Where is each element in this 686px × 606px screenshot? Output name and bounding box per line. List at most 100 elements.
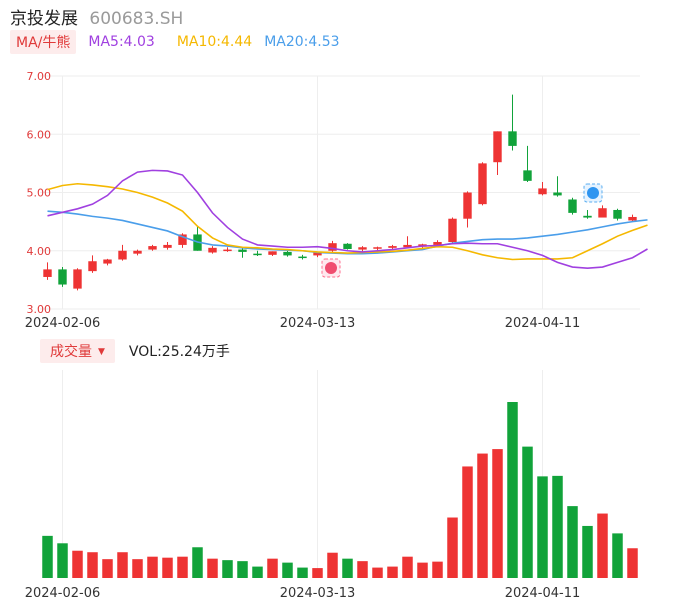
volume-bar	[522, 446, 533, 578]
x-tick-label: 2024-03-13	[280, 586, 356, 601]
candle-body	[463, 192, 472, 219]
candle-body	[178, 234, 187, 245]
candle-body	[343, 243, 352, 250]
y-tick-label: 5.00	[27, 187, 52, 200]
candle-body	[358, 247, 367, 250]
ma10-line	[47, 182, 648, 261]
volume-bar	[207, 558, 218, 578]
candle-body	[478, 163, 487, 205]
bear-marker-dot	[587, 187, 599, 199]
volume-bar	[537, 476, 548, 578]
volume-bar	[417, 562, 428, 578]
volume-bar	[402, 556, 413, 578]
ma-legend: MA/牛熊 MA5:4.03 MA10:4.44 MA20:4.53	[10, 30, 340, 54]
volume-bar	[237, 561, 248, 578]
candle-body	[448, 218, 457, 243]
volume-bar	[102, 559, 113, 578]
ma5-line	[47, 169, 648, 270]
candle-body	[613, 209, 622, 219]
candle-body	[493, 131, 502, 163]
candle-body	[283, 251, 292, 256]
x-tick-label: 2024-03-13	[280, 316, 356, 331]
volume-bar	[387, 566, 398, 578]
stock-name: 京投发展	[10, 9, 78, 29]
candle-body	[433, 242, 442, 245]
stock-code: 600683.SH	[89, 9, 184, 29]
candle-body	[583, 215, 592, 218]
candle-body	[208, 247, 217, 253]
volume-bar	[252, 566, 263, 578]
volume-bar	[282, 562, 293, 578]
candle-body	[58, 269, 67, 285]
volume-bar	[432, 561, 443, 578]
candle-body	[118, 250, 127, 260]
volume-bar	[342, 558, 353, 578]
y-tick-label: 3.00	[27, 303, 52, 316]
volume-bar	[267, 558, 278, 578]
candle-body	[298, 256, 307, 259]
ma5-label: MA5:4.03	[88, 34, 155, 50]
candle-body	[538, 188, 547, 195]
candle-body	[373, 247, 382, 249]
y-tick-label: 7.00	[27, 70, 52, 83]
volume-bar	[57, 543, 68, 578]
x-tick-label: 2024-02-06	[25, 316, 101, 331]
candle-body	[508, 131, 517, 146]
bull-marker-dot	[325, 262, 337, 274]
volume-bar	[357, 561, 368, 578]
candle-body	[223, 249, 232, 252]
candle-body	[568, 199, 577, 213]
candle-body	[73, 269, 82, 289]
y-tick-label: 6.00	[27, 128, 52, 141]
x-tick-label: 2024-04-11	[505, 316, 581, 331]
candle-body	[628, 216, 637, 221]
volume-value: VOL:25.24万手	[128, 344, 230, 360]
candle-body	[238, 249, 247, 252]
volume-bar	[87, 552, 98, 578]
volume-bar	[72, 550, 83, 578]
volume-bar	[447, 517, 458, 578]
volume-bar	[582, 525, 593, 578]
candle-body	[268, 251, 277, 255]
volume-legend: 成交量 ▼ VOL:25.24万手	[40, 339, 230, 363]
volume-bar	[327, 552, 338, 578]
ma20-label: MA20:4.53	[264, 34, 340, 50]
volume-bar	[147, 556, 158, 578]
bear-marker-icon	[583, 183, 603, 203]
ma10-label: MA10:4.44	[176, 34, 253, 50]
ma-indicator-tag[interactable]: MA/牛熊	[10, 30, 77, 54]
bull-marker-icon	[321, 258, 341, 278]
volume-bar	[42, 535, 53, 578]
volume-bar	[132, 559, 143, 578]
volume-bar	[117, 552, 128, 578]
volume-bar	[177, 556, 188, 578]
volume-bar	[627, 548, 638, 578]
volume-bar	[162, 557, 173, 578]
volume-bar	[372, 567, 383, 578]
volume-bar	[612, 533, 623, 578]
x-tick-label: 2024-02-06	[25, 586, 101, 601]
volume-bar	[222, 560, 233, 578]
candle-body	[403, 244, 412, 248]
candle-body	[388, 246, 397, 248]
candle-body	[148, 246, 157, 250]
volume-bar	[492, 449, 503, 578]
volume-bar	[192, 547, 203, 578]
candle-body	[103, 259, 112, 264]
candle-body	[598, 208, 607, 218]
volume-bar	[462, 466, 473, 578]
volume-bar	[297, 567, 308, 578]
volume-bar	[507, 402, 518, 578]
y-tick-label: 4.00	[27, 245, 52, 258]
candle-body	[43, 269, 52, 277]
candle-body	[253, 253, 262, 256]
candle-body	[328, 243, 337, 251]
candle-body	[523, 170, 532, 181]
volume-bar	[477, 453, 488, 578]
candle-body	[133, 250, 142, 254]
volume-indicator-tag[interactable]: 成交量 ▼	[40, 339, 115, 363]
stock-title: 京投发展 600683.SH	[10, 4, 183, 29]
candle-body	[163, 244, 172, 248]
candle-body	[88, 261, 97, 272]
